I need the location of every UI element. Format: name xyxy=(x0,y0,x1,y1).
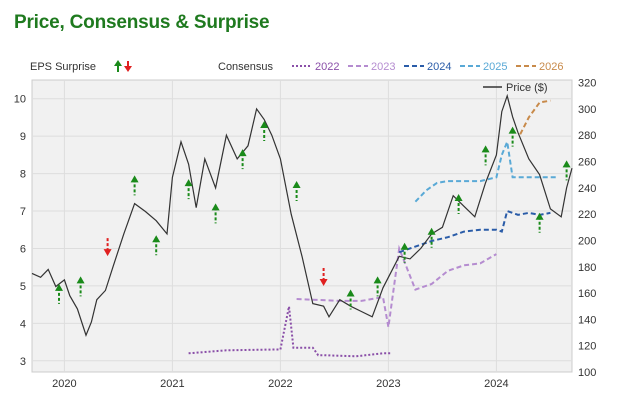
left-axis-ticks: 3 4 5 6 7 8 9 10 xyxy=(14,94,26,368)
eps-surprise-18-up xyxy=(535,212,544,233)
legend-consensus: Consensus 2022 2023 2024 2025 2026 xyxy=(218,61,563,73)
x-tick-2020: 2020 xyxy=(52,378,76,390)
legend-consensus-2026: 2026 xyxy=(516,61,563,73)
left-tick-8: 8 xyxy=(20,169,26,181)
svg-text:2023: 2023 xyxy=(371,61,395,73)
svg-text:2026: 2026 xyxy=(539,61,563,73)
eps-surprise-6-up xyxy=(211,203,220,224)
eps-surprise-19-up xyxy=(562,160,571,181)
price-line xyxy=(31,93,573,337)
right-tick-320: 320 xyxy=(578,78,596,90)
legend-eps-surprise-label: EPS Surprise xyxy=(30,61,96,73)
eps-surprise-2-down xyxy=(103,238,112,257)
right-tick-280: 280 xyxy=(578,130,596,142)
right-tick-200: 200 xyxy=(578,235,596,247)
consensus-lines xyxy=(188,99,556,358)
left-tick-4: 4 xyxy=(20,318,26,330)
consensus-line-2025 xyxy=(414,138,556,203)
left-tick-5: 5 xyxy=(20,281,26,293)
right-tick-140: 140 xyxy=(578,314,596,326)
svg-text:2025: 2025 xyxy=(483,61,507,73)
eps-surprise-10-down xyxy=(319,268,328,287)
eps-surprise-15-up xyxy=(454,194,463,215)
right-tick-120: 120 xyxy=(578,341,596,353)
legend-consensus-2025: 2025 xyxy=(460,61,507,73)
legend-down-arrow-icon xyxy=(124,61,132,72)
eps-surprise-4-up xyxy=(152,235,161,256)
legend-consensus-2024: 2024 xyxy=(404,61,451,73)
x-tick-2022: 2022 xyxy=(268,378,292,390)
left-tick-10: 10 xyxy=(14,94,26,106)
legend-consensus-label: Consensus xyxy=(218,61,274,73)
eps-surprise-11-up xyxy=(346,289,355,310)
consensus-line-2024 xyxy=(398,209,551,254)
eps-surprise-12-up xyxy=(373,276,382,297)
chart-title: Price, Consensus & Surprise xyxy=(14,12,270,33)
consensus-line-2023 xyxy=(296,244,497,328)
eps-surprise-7-up xyxy=(238,149,247,170)
x-tick-2021: 2021 xyxy=(160,378,184,390)
x-tick-2023: 2023 xyxy=(376,378,400,390)
eps-surprise-8-up xyxy=(260,121,269,142)
eps-surprise-0-up xyxy=(55,283,63,304)
right-tick-220: 220 xyxy=(578,209,596,221)
plot-background xyxy=(31,79,573,373)
eps-surprise-markers xyxy=(55,121,571,310)
legend-eps-surprise: EPS Surprise xyxy=(30,60,132,73)
legend-price-label: Price ($) xyxy=(506,82,548,94)
eps-surprise-16-up xyxy=(481,145,490,166)
svg-text:2022: 2022 xyxy=(315,61,339,73)
right-tick-180: 180 xyxy=(578,262,596,274)
right-tick-260: 260 xyxy=(578,157,596,169)
price-series-line xyxy=(31,93,573,337)
consensus-line-2022 xyxy=(188,306,391,358)
left-tick-9: 9 xyxy=(20,131,26,143)
x-tick-2024: 2024 xyxy=(484,378,508,390)
consensus-line-2026 xyxy=(519,99,551,135)
legend-consensus-2023: 2023 xyxy=(348,61,395,73)
x-axis-ticks: 2020 2021 2022 2023 2024 xyxy=(52,378,508,390)
legend-up-arrow-icon xyxy=(114,60,122,72)
left-tick-7: 7 xyxy=(20,206,26,218)
right-axis-ticks: 100 120 140 160 180 200 220 240 260 280 300 320 xyxy=(578,78,596,379)
eps-surprise-3-up xyxy=(130,175,139,196)
right-tick-100: 100 xyxy=(578,367,596,379)
eps-surprise-17-up xyxy=(508,126,517,147)
eps-surprise-14-up xyxy=(427,227,436,248)
legend-consensus-2022: 2022 xyxy=(292,61,339,73)
eps-surprise-9-up xyxy=(292,180,301,201)
right-tick-240: 240 xyxy=(578,183,596,195)
right-tick-300: 300 xyxy=(578,104,596,116)
legend-price: Price ($) xyxy=(483,82,548,94)
right-tick-160: 160 xyxy=(578,288,596,300)
svg-text:2024: 2024 xyxy=(427,61,451,73)
left-tick-6: 6 xyxy=(20,243,26,255)
eps-surprise-1-up xyxy=(76,276,85,297)
eps-surprise-13-up xyxy=(400,242,409,263)
left-tick-3: 3 xyxy=(20,356,26,368)
eps-surprise-5-up xyxy=(184,179,193,200)
